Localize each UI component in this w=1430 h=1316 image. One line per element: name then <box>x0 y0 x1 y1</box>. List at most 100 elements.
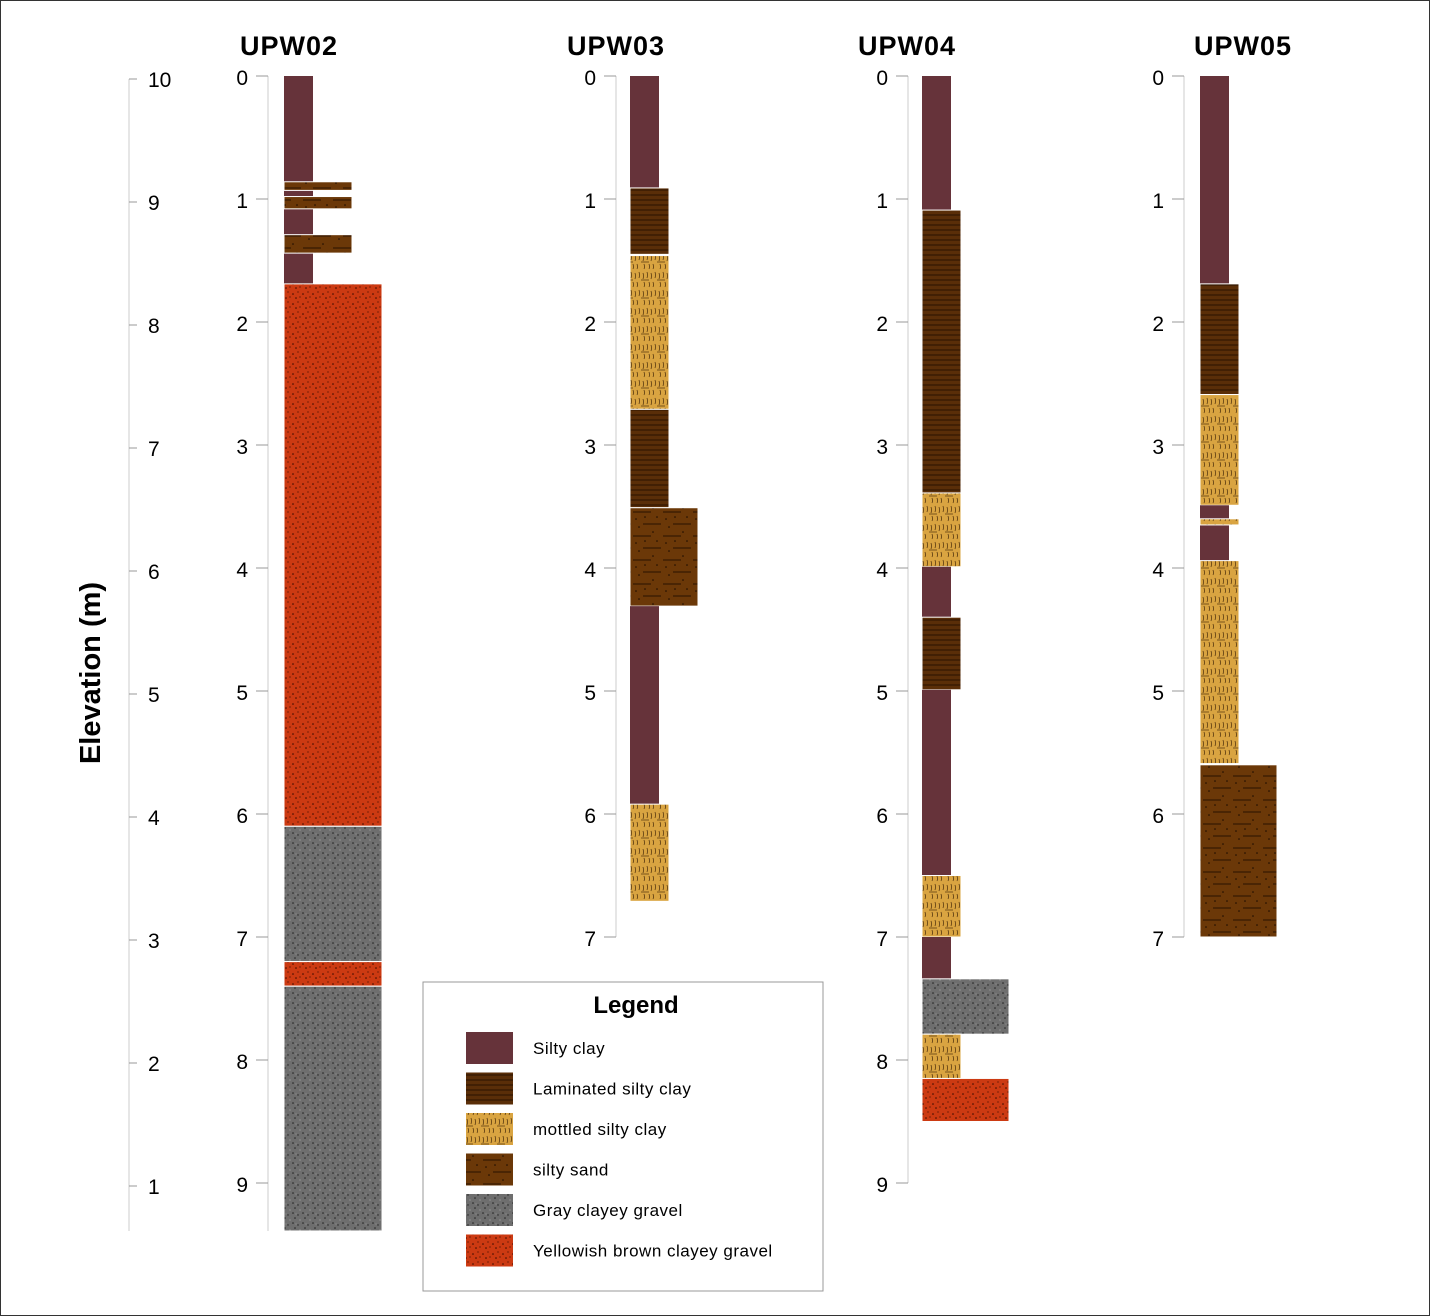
borehole-upw02: UPW02 0 1 2 3 4 5 6 7 8 9 <box>236 31 383 1232</box>
legend-label: Silty clay <box>533 1039 605 1058</box>
depth-tick-label: 1 <box>1152 190 1164 213</box>
layer-mottled-silty-clay <box>1199 560 1240 765</box>
depth-tick-label: 4 <box>236 559 248 582</box>
y-axis-label: Elevation (m) <box>75 582 107 764</box>
depth-tick-label: 6 <box>236 805 248 828</box>
layer-yellowish-brown-clayey-gravel <box>921 1077 1010 1122</box>
layer-laminated-silty-clay <box>1199 283 1240 396</box>
y-tick-label: 7 <box>148 438 160 461</box>
depth-tick-label: 8 <box>236 1051 248 1074</box>
layer-laminated-silty-clay <box>921 209 962 494</box>
y-tick-label: 2 <box>148 1053 160 1076</box>
depth-tick-label: 9 <box>236 1174 248 1197</box>
depth-tick-label: 3 <box>236 436 248 459</box>
layer-silty-sand <box>283 234 353 254</box>
layer-mottled-silty-clay <box>921 1033 962 1079</box>
depth-tick-label: 2 <box>1152 313 1164 336</box>
elevation-axis: 10 9 8 7 6 5 4 3 2 1 <box>128 69 171 1231</box>
legend-label: silty sand <box>533 1161 609 1180</box>
legend-swatch-mottled-silty-clay <box>466 1113 513 1145</box>
borehole-upw05: UPW05 0 1 2 3 4 5 6 7 <box>1152 31 1292 951</box>
legend: Legend Silty clay Laminated silty clay mot… <box>422 981 824 1292</box>
borehole-title: UPW04 <box>858 31 956 61</box>
layer-yellowish-brown-clayey-gravel <box>283 283 383 827</box>
y-tick-label: 8 <box>148 315 160 338</box>
layer-silty-clay <box>1200 76 1229 284</box>
depth-tick-label: 1 <box>584 190 596 213</box>
legend-title: Legend <box>593 992 678 1019</box>
layer-silty-clay <box>922 76 951 211</box>
depth-tick-label: 5 <box>584 682 596 705</box>
layer-gray-clayey-gravel <box>283 825 383 963</box>
depth-tick-label: 0 <box>1152 67 1164 90</box>
depth-tick-label: 0 <box>876 67 888 90</box>
layer-silty-clay <box>922 566 951 618</box>
layer-silty-clay <box>922 937 951 979</box>
depth-tick-label: 1 <box>236 190 248 213</box>
legend-label: Yellowish brown clayey gravel <box>533 1242 773 1261</box>
layer-silty-sand <box>1199 764 1278 938</box>
depth-tick-label: 6 <box>584 805 596 828</box>
depth-tick-label: 6 <box>876 805 888 828</box>
y-tick-label: 9 <box>148 192 160 215</box>
layer-silty-clay <box>630 606 659 805</box>
layer-mottled-silty-clay <box>1199 518 1240 526</box>
borehole-upw04: UPW04 0 1 2 3 4 5 6 7 8 9 <box>858 31 1010 1197</box>
depth-tick-label: 4 <box>1152 559 1164 582</box>
depth-tick-label: 4 <box>584 559 596 582</box>
legend-swatch-silty-clay <box>466 1032 513 1064</box>
legend-label: Laminated silty clay <box>533 1080 691 1099</box>
legend-label: mottled silty clay <box>533 1120 667 1139</box>
depth-tick-label: 5 <box>236 682 248 705</box>
legend-swatch-yellowish-brown-clayey-gravel <box>466 1234 513 1267</box>
borehole-title: UPW02 <box>240 31 338 61</box>
layer-silty-clay <box>1200 505 1229 561</box>
depth-tick-label: 7 <box>584 928 596 951</box>
layer-mottled-silty-clay <box>921 875 962 938</box>
layer-mottled-silty-clay <box>629 803 670 902</box>
layer-gray-clayey-gravel <box>921 978 1010 1035</box>
depth-tick-label: 6 <box>1152 805 1164 828</box>
layer-silty-clay <box>922 689 951 876</box>
borehole-upw03: UPW03 0 1 2 3 4 5 6 7 <box>567 31 699 951</box>
depth-tick-label: 1 <box>876 190 888 213</box>
legend-swatch-laminated-silty-clay <box>466 1072 513 1105</box>
borehole-title: UPW03 <box>567 31 665 61</box>
depth-tick-label: 0 <box>236 67 248 90</box>
layer-mottled-silty-clay <box>629 255 670 410</box>
y-tick-label: 4 <box>148 807 160 830</box>
depth-tick-label: 3 <box>584 436 596 459</box>
depth-tick-label: 7 <box>236 928 248 951</box>
y-tick-label: 10 <box>148 69 171 92</box>
legend-swatch-gray-clayey-gravel <box>466 1194 513 1226</box>
borehole-title: UPW05 <box>1194 31 1292 61</box>
y-tick-label: 3 <box>148 930 160 953</box>
depth-tick-label: 2 <box>584 313 596 336</box>
y-tick-label: 5 <box>148 684 160 707</box>
depth-tick-label: 0 <box>584 67 596 90</box>
legend-swatch-silty-sand <box>466 1153 513 1186</box>
y-tick-label: 1 <box>148 1176 160 1199</box>
depth-tick-label: 2 <box>236 313 248 336</box>
depth-tick-label: 9 <box>876 1174 888 1197</box>
layer-laminated-silty-clay <box>629 408 670 509</box>
depth-tick-label: 7 <box>1152 928 1164 951</box>
legend-label: Gray clayey gravel <box>533 1201 683 1220</box>
depth-tick-label: 3 <box>876 436 888 459</box>
depth-tick-label: 7 <box>876 928 888 951</box>
layer-mottled-silty-clay <box>1199 394 1240 506</box>
layer-silty-sand <box>629 507 699 607</box>
depth-tick-label: 3 <box>1152 436 1164 459</box>
y-tick-label: 6 <box>148 561 160 584</box>
depth-tick-label: 8 <box>876 1051 888 1074</box>
layer-gray-clayey-gravel <box>283 985 383 1232</box>
layer-laminated-silty-clay <box>921 616 962 691</box>
layer-silty-sand <box>283 196 353 210</box>
layer-mottled-silty-clay <box>921 492 962 568</box>
layer-yellowish-brown-clayey-gravel <box>283 961 383 987</box>
depth-tick-label: 4 <box>876 559 888 582</box>
layer-silty-clay <box>630 76 659 188</box>
layer-laminated-silty-clay <box>629 187 670 255</box>
